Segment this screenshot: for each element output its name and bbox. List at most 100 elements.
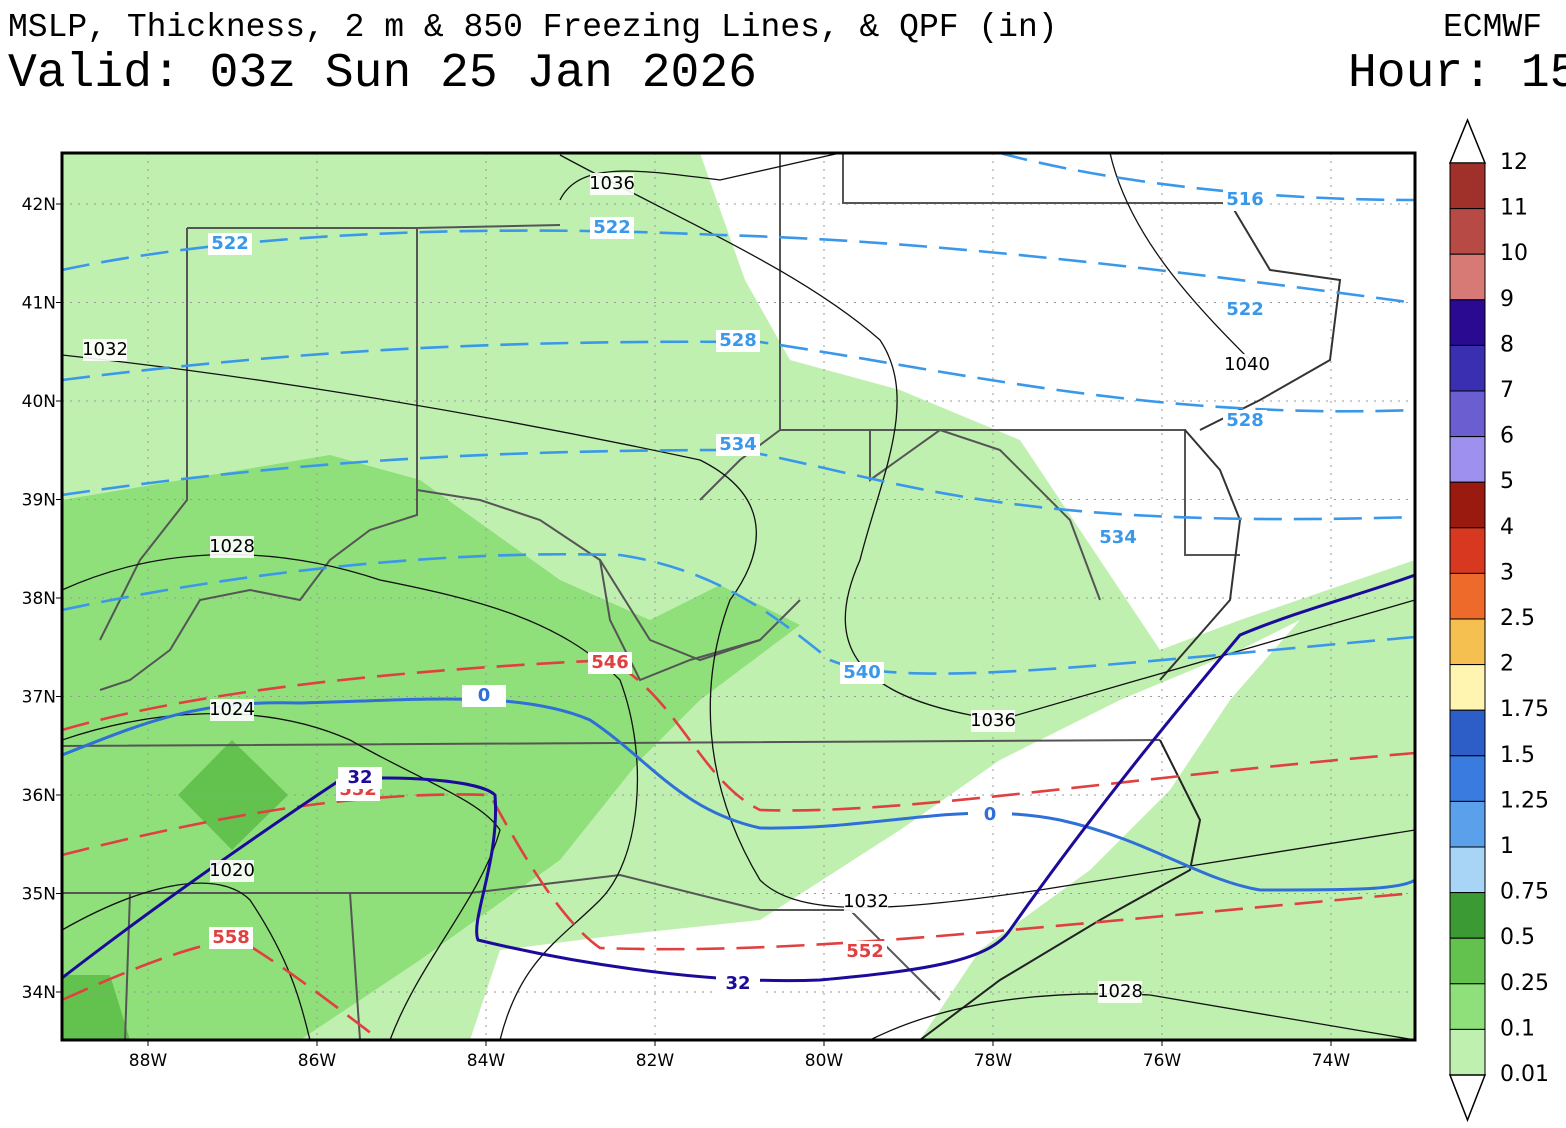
colorbar-box <box>1449 983 1486 1030</box>
contour-label: 534 <box>719 434 757 455</box>
contour-label: 522 <box>1226 299 1264 320</box>
contour-label: 528 <box>719 330 757 351</box>
colorbar-label: 11 <box>1500 196 1528 221</box>
colorbar-label: 1.25 <box>1500 788 1549 813</box>
colorbar-box <box>1449 436 1486 483</box>
thickness-warm <box>62 658 1415 1040</box>
colorbar-label: 3 <box>1500 560 1514 585</box>
label-halo <box>716 973 760 995</box>
contour-label: 540 <box>843 662 881 683</box>
colorbar-label: 1.5 <box>1500 743 1535 768</box>
contour-label: 546 <box>591 652 629 673</box>
lon-label: 78W <box>974 1051 1013 1071</box>
colorbar-label: 6 <box>1500 424 1514 449</box>
colorbar-label: 7 <box>1500 378 1514 403</box>
label-halo <box>210 536 254 558</box>
model: ECMWF <box>1443 9 1542 46</box>
label-halo <box>716 434 760 456</box>
label-halo <box>1223 189 1267 211</box>
colorbar-box <box>1449 1028 1486 1076</box>
label-halo <box>209 927 253 949</box>
colorbar-box <box>1449 162 1486 210</box>
colorbar-label: 9 <box>1500 287 1514 312</box>
qpf-none-north <box>700 153 1415 650</box>
contour-label: 522 <box>211 233 249 254</box>
contour-label: 534 <box>1099 527 1137 548</box>
colorbar-box <box>1449 755 1486 802</box>
lat-label: 41N <box>22 294 56 314</box>
lon-label: 88W <box>129 1051 168 1071</box>
lon-label: 74W <box>1312 1051 1351 1071</box>
label-halo <box>1223 299 1267 321</box>
label-halo <box>588 652 632 674</box>
label-halo <box>971 710 1015 732</box>
label-halo <box>840 662 884 684</box>
contour-label: 1028 <box>209 536 255 557</box>
colorbar-label: 0.75 <box>1500 880 1549 905</box>
label-halo <box>1223 410 1267 432</box>
contour-label: 1036 <box>589 173 635 194</box>
label-halo <box>208 233 252 255</box>
label-halo <box>210 860 254 882</box>
contour-label: 1036 <box>970 710 1016 731</box>
colorbar: 12 11 10 9 8 7 6 5 4 3 2.5 2 1.75 1.5 1.25 1 0.75 0.5 0.25… <box>1448 118 1549 1123</box>
label-halo <box>590 217 634 239</box>
label-halo <box>843 941 887 963</box>
contour-label: 1028 <box>1097 981 1143 1002</box>
lat-label: 36N <box>22 786 56 806</box>
lat-label: 35N <box>22 885 56 905</box>
colorbar-label: 2 <box>1500 652 1514 677</box>
contour-label: 522 <box>593 217 631 238</box>
map-area: 1036 1032 1040 1028 1024 1036 1020 1032 1028 516 5… <box>62 153 1415 1040</box>
contour-label: 32 <box>725 973 750 994</box>
colorbar-label: 0.25 <box>1500 971 1549 996</box>
label-halo <box>1098 981 1142 1003</box>
colorbar-label: 8 <box>1500 332 1514 357</box>
colorbar-bottom <box>1448 1074 1487 1123</box>
colorbar-top <box>1448 118 1487 164</box>
borders <box>62 153 1342 1040</box>
colorbar-box <box>1449 481 1486 529</box>
lat-label: 42N <box>22 195 56 215</box>
map-frame <box>60 151 1417 1042</box>
colorbar-box <box>1449 344 1486 392</box>
lon-label: 76W <box>1143 1051 1182 1071</box>
contour-label: 32 <box>347 767 372 788</box>
label-halo <box>968 804 1012 826</box>
contour-label: 1032 <box>82 339 128 360</box>
contour-label: 0 <box>478 685 491 706</box>
contour-label: 558 <box>212 927 250 948</box>
colorbar-label: 1 <box>1500 834 1514 859</box>
colorbar-label: 5 <box>1500 469 1514 494</box>
contour-label: 0 <box>984 804 997 825</box>
colorbar-label: 1.75 <box>1500 697 1549 722</box>
label-halo <box>462 685 506 707</box>
label-halo <box>1096 527 1140 549</box>
label-halo <box>590 173 634 195</box>
colorbar-box <box>1449 664 1486 711</box>
contour-label: 528 <box>1226 410 1264 431</box>
freezing-850 <box>62 697 1415 892</box>
contour-label: 1020 <box>209 860 255 881</box>
lon-label: 82W <box>636 1051 675 1071</box>
lon-label: 86W <box>298 1051 337 1071</box>
label-halo <box>210 699 254 721</box>
label-halo <box>1225 354 1269 376</box>
colorbar-label: 10 <box>1500 241 1528 266</box>
colorbar-box <box>1449 846 1486 894</box>
contour-label: 552 <box>846 941 884 962</box>
colorbar-box <box>1449 572 1486 620</box>
lat-label: 37N <box>22 688 56 708</box>
lat-label: 34N <box>22 983 56 1003</box>
colorbar-box <box>1449 937 1486 985</box>
label-halo <box>716 330 760 352</box>
label-halo <box>844 891 888 913</box>
colorbar-box <box>1449 253 1486 301</box>
forecast-hour: Hour: 15 <box>1348 47 1566 101</box>
colorbar-box <box>1449 709 1486 757</box>
lat-label: 38N <box>22 589 56 609</box>
valid-time: Valid: 03z Sun 25 Jan 2026 <box>8 47 757 101</box>
contour-labels: 1036 1032 1040 1028 1024 1036 1020 1032 1028 516 5… <box>82 173 1270 1003</box>
contour-label: 1040 <box>1224 354 1270 375</box>
